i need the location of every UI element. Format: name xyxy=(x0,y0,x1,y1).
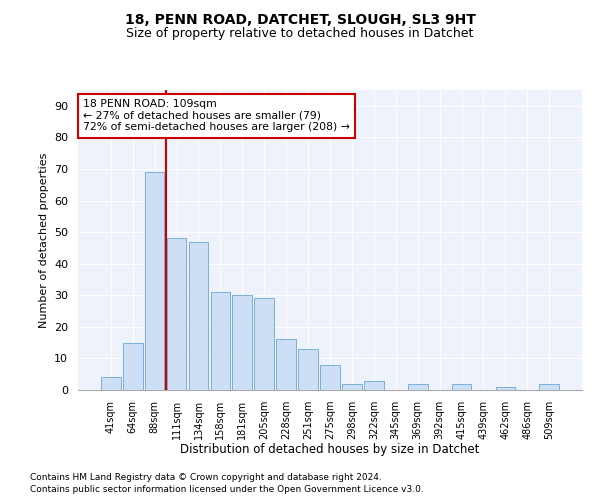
Bar xyxy=(254,298,274,390)
Text: Contains HM Land Registry data © Crown copyright and database right 2024.: Contains HM Land Registry data © Crown c… xyxy=(30,472,382,482)
Bar xyxy=(496,387,515,390)
Text: Distribution of detached houses by size in Datchet: Distribution of detached houses by size … xyxy=(181,442,479,456)
Bar xyxy=(539,384,559,390)
Bar xyxy=(452,384,472,390)
Bar xyxy=(188,242,208,390)
Bar xyxy=(211,292,230,390)
Bar xyxy=(320,364,340,390)
Bar xyxy=(123,342,143,390)
Bar xyxy=(101,378,121,390)
Bar xyxy=(298,349,318,390)
Bar xyxy=(342,384,362,390)
Text: Size of property relative to detached houses in Datchet: Size of property relative to detached ho… xyxy=(127,28,473,40)
Bar xyxy=(145,172,164,390)
Bar xyxy=(232,296,252,390)
Bar xyxy=(276,340,296,390)
Bar xyxy=(408,384,428,390)
Y-axis label: Number of detached properties: Number of detached properties xyxy=(38,152,49,328)
Text: 18 PENN ROAD: 109sqm
← 27% of detached houses are smaller (79)
72% of semi-detac: 18 PENN ROAD: 109sqm ← 27% of detached h… xyxy=(83,99,350,132)
Bar xyxy=(167,238,187,390)
Text: 18, PENN ROAD, DATCHET, SLOUGH, SL3 9HT: 18, PENN ROAD, DATCHET, SLOUGH, SL3 9HT xyxy=(125,12,475,26)
Text: Contains public sector information licensed under the Open Government Licence v3: Contains public sector information licen… xyxy=(30,485,424,494)
Bar xyxy=(364,380,384,390)
